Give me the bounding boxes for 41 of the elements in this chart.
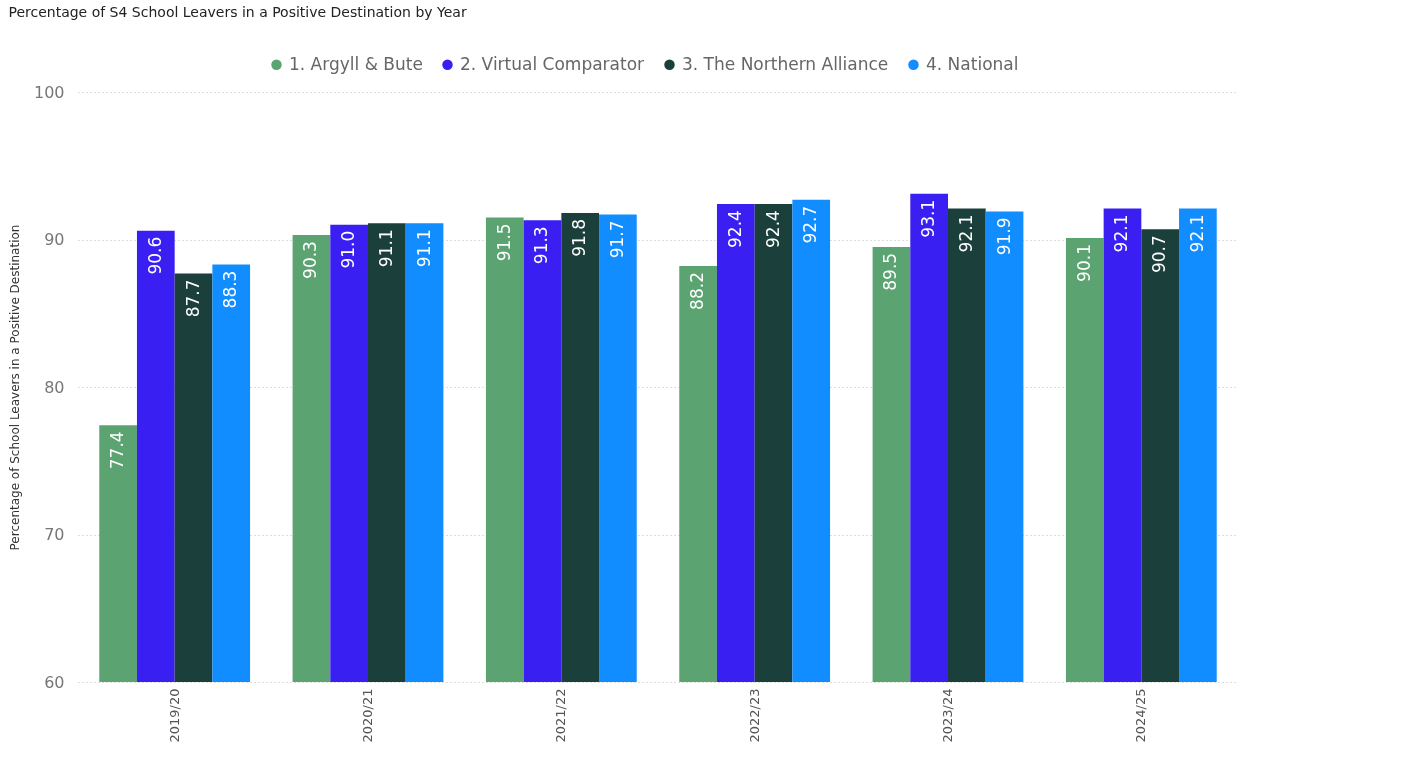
x-tick-label: 2024/25 <box>1133 688 1149 743</box>
y-tick-label: 80 <box>44 377 65 397</box>
legend-label: 4. National <box>926 53 1019 74</box>
data-label: 88.2 <box>687 272 708 310</box>
data-label: 92.4 <box>724 210 745 248</box>
chart-title: Percentage of S4 School Leavers in a Positive Destination by Year <box>8 4 467 20</box>
data-label: 91.1 <box>375 229 396 268</box>
data-label: 92.1 <box>955 214 976 253</box>
legend-label: 3. The Northern Alliance <box>682 53 889 74</box>
y-tick-label: 60 <box>44 672 65 692</box>
data-label: 90.7 <box>1149 235 1170 274</box>
data-label: 91.8 <box>569 218 590 257</box>
x-tick-label: 2022/23 <box>746 688 762 743</box>
data-label: 90.6 <box>144 236 165 275</box>
data-label: 92.7 <box>800 205 821 244</box>
data-label: 91.3 <box>531 226 552 265</box>
data-label: 91.1 <box>413 229 434 268</box>
x-tick-label: 2019/20 <box>166 688 182 743</box>
data-label: 92.1 <box>1111 214 1132 253</box>
data-label: 92.4 <box>762 210 783 248</box>
legend-label: 1. Argyll & Bute <box>289 53 423 74</box>
data-label: 87.7 <box>182 279 203 318</box>
data-label: 90.1 <box>1073 244 1094 282</box>
legend-label: 2. Virtual Comparator <box>460 53 645 74</box>
data-label: 89.5 <box>880 252 901 291</box>
data-label: 77.4 <box>107 431 128 470</box>
data-label: 92.1 <box>1186 214 1207 253</box>
y-tick-label: 100 <box>33 82 65 102</box>
y-tick-label: 90 <box>44 230 65 249</box>
data-label: 88.3 <box>220 270 241 309</box>
x-tick-label: 2020/21 <box>360 688 375 743</box>
data-label: 91.7 <box>606 220 627 259</box>
y-axis-title: Percentage of School Leavers in a Positive Destination <box>7 224 22 551</box>
data-label: 90.3 <box>300 241 321 279</box>
x-tick-label: 2021/22 <box>553 688 569 743</box>
x-tick-label: 2023/24 <box>940 688 955 743</box>
data-label: 91.9 <box>993 217 1014 256</box>
data-label: 91.0 <box>338 230 359 269</box>
data-label: 91.5 <box>493 223 514 262</box>
y-tick-label: 70 <box>44 525 65 544</box>
data-label: 93.1 <box>918 199 939 238</box>
